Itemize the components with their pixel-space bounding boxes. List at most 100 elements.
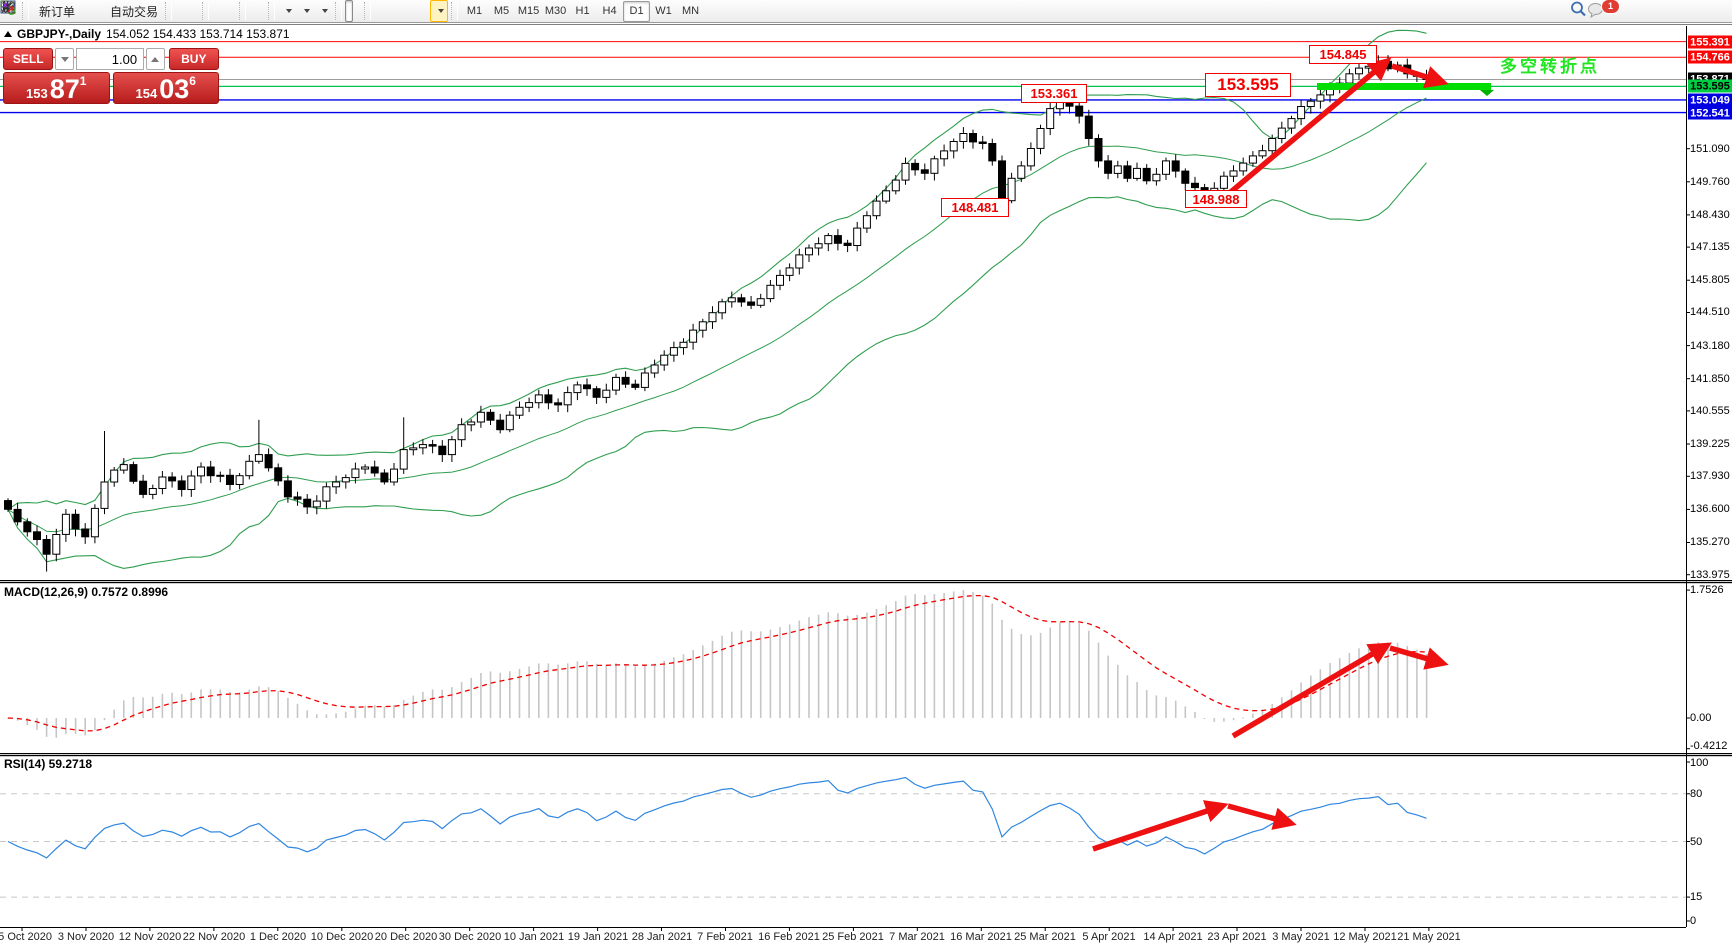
indicators-button[interactable] [0, 0, 296, 22]
date-tick[interactable]: 1 Dec 2020 [249, 931, 307, 943]
date-tick[interactable]: 7 Feb 2021 [697, 931, 753, 943]
date-tick[interactable]: 7 Mar 2021 [889, 931, 945, 943]
chart-shift-button[interactable] [0, 0, 265, 22]
triangle-up-icon [151, 56, 160, 62]
volume-decrease-button[interactable] [55, 48, 74, 70]
auto-scroll-button[interactable] [0, 0, 257, 22]
annotation-price-153595[interactable]: 153.595 [1205, 73, 1291, 97]
buy-price-prefix: 154 [135, 86, 158, 101]
community-button[interactable] [1, 0, 95, 22]
rsi-tick: 15 [1690, 891, 1703, 903]
svg-text:A: A [3, 1, 12, 15]
price-tick: 148.430 [1690, 209, 1730, 221]
macd-label: MACD(12,26,9) 0.7572 0.8996 [4, 585, 169, 599]
date-tick[interactable]: 28 Jan 2021 [631, 931, 693, 943]
date-tick[interactable]: 19 Jan 2021 [567, 931, 629, 943]
rsi-label: RSI(14) 59.2718 [4, 757, 93, 771]
rsi-tick: 50 [1690, 836, 1703, 848]
timeframe-d1-button[interactable]: D1 [623, 0, 651, 22]
date-tick[interactable]: 30 Dec 2020 [438, 931, 502, 943]
buy-button[interactable]: BUY [168, 48, 220, 70]
line-chart-button[interactable] [0, 0, 199, 22]
bar-chart-button[interactable] [1, 0, 183, 22]
timeframe-m15-button[interactable]: M15 [517, 5, 540, 17]
zoom-out-button[interactable] [1, 0, 228, 22]
candlestick-button[interactable] [2, 0, 191, 22]
crosshair-button[interactable] [1, 0, 361, 22]
text-button[interactable]: A [3, 0, 422, 22]
date-tick[interactable]: 16 Feb 2021 [758, 931, 820, 943]
price-badge-blue: 153.049 [1688, 93, 1732, 107]
timeframe-h4-button[interactable]: H4 [602, 5, 617, 17]
volume-input[interactable]: 1.00 [75, 48, 145, 70]
cursor-button[interactable] [3, 0, 354, 22]
notification-badge: 1 [1601, 0, 1620, 14]
gold-button[interactable] [2, 0, 87, 22]
annotation-price-148481[interactable]: 148.481 [941, 198, 1009, 217]
chevron-down-icon [322, 9, 329, 13]
timeframe-m30-button[interactable]: M30 [544, 5, 567, 17]
triangle-down-icon [60, 56, 69, 62]
date-tick[interactable]: 25 Feb 2021 [822, 931, 884, 943]
sell-price-prefix: 153 [26, 86, 48, 101]
vertical-line-button[interactable] [3, 0, 382, 22]
rsi-tick: 100 [1690, 757, 1709, 769]
arrows-button[interactable] [2, 0, 449, 22]
search-button[interactable] [1570, 1, 1586, 23]
date-tick[interactable]: 5 Apr 2021 [1082, 931, 1136, 943]
annotation-price-148988[interactable]: 148.988 [1185, 190, 1247, 208]
volume-increase-button[interactable] [146, 48, 165, 70]
zoom-in-button[interactable] [1, 0, 220, 22]
date-tick[interactable]: 22 Nov 2020 [182, 931, 246, 943]
date-tick[interactable]: 3 Nov 2020 [57, 931, 115, 943]
date-tick[interactable]: 10 Dec 2020 [310, 931, 374, 943]
date-tick[interactable]: 3 May 2021 [1272, 931, 1330, 943]
macd-tick: 1.7526 [1690, 584, 1724, 596]
date-tick[interactable]: 10 Jan 2021 [503, 931, 565, 943]
timeframe-h1-button[interactable]: H1 [575, 5, 590, 17]
symbol-ohlc: 154.052 154.433 153.714 153.871 [106, 27, 290, 41]
main-toolbar: 新订单 自动交易 E F [0, 0, 1732, 23]
auto-trading-button[interactable]: 自动交易 [2, 0, 162, 22]
annotation-price-154845[interactable]: 154.845 [1309, 45, 1377, 64]
fibonacci-button[interactable]: F [1, 0, 414, 22]
collapse-triangle-icon[interactable] [4, 31, 12, 37]
templates-button[interactable] [1, 0, 332, 22]
symbol-name: GBPJPY-,Daily [17, 27, 102, 41]
chevron-down-icon [286, 9, 293, 13]
new-order-button[interactable]: 新订单 [1, 0, 79, 22]
timeframe-w1-button[interactable]: W1 [655, 5, 672, 17]
text-label-button[interactable]: T [1, 0, 430, 22]
price-tick: 141.850 [1690, 373, 1730, 385]
annotation-price-153361[interactable]: 153.361 [1021, 84, 1087, 103]
date-tick[interactable]: 25 Mar 2021 [1014, 931, 1076, 943]
date-tick[interactable]: 12 May 2021 [1333, 931, 1397, 943]
price-tick: 143.180 [1690, 340, 1730, 352]
rsi-tick: 80 [1690, 788, 1703, 800]
date-tick[interactable]: 23 Apr 2021 [1207, 931, 1267, 943]
signals-button[interactable] [2, 0, 103, 22]
date-tick[interactable]: 16 Mar 2021 [950, 931, 1012, 943]
sell-price[interactable]: 153 87 1 [3, 72, 110, 104]
sell-button[interactable]: SELL [3, 48, 54, 70]
date-tick[interactable]: 14 Apr 2021 [1143, 931, 1203, 943]
periods-button[interactable] [1, 0, 314, 22]
date-tick[interactable]: 12 Nov 2020 [118, 931, 182, 943]
chat-button[interactable]: 1 [1586, 0, 1620, 23]
timeframe-m1-button[interactable]: M1 [466, 5, 483, 17]
buy-price[interactable]: 154 03 6 [112, 72, 219, 104]
date-tick[interactable]: 25 Oct 2020 [0, 931, 52, 943]
timeframe-m5-button[interactable]: M5 [493, 5, 510, 17]
trendline-button[interactable] [1, 0, 398, 22]
channel-button[interactable]: E [0, 0, 406, 22]
annotation-note-text[interactable]: 多空转折点 [1500, 57, 1600, 76]
date-tick[interactable]: 21 May 2021 [1397, 931, 1461, 943]
macd-tick: -0.4212 [1690, 740, 1728, 752]
timeframe-toolbar: M1 M5 M15 M30 H1 H4 D1 W1 MN [460, 0, 705, 22]
horizontal-line-button[interactable] [1, 0, 390, 22]
date-tick[interactable]: 20 Dec 2020 [374, 931, 438, 943]
timeframe-mn-button[interactable]: MN [681, 5, 700, 17]
price-badge-red: 155.391 [1688, 35, 1732, 49]
tile-windows-button[interactable] [0, 0, 236, 22]
